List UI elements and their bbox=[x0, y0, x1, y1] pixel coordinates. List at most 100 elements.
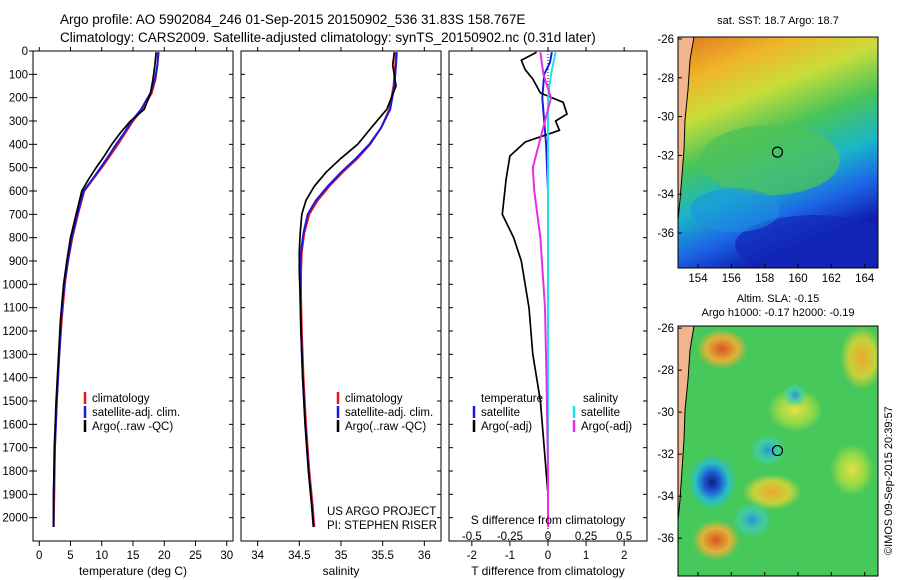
series-line-t-argo-adj- bbox=[501, 51, 569, 527]
map-y-tick-label: -30 bbox=[657, 112, 674, 124]
y-tick-label: 1100 bbox=[3, 303, 28, 315]
copyright-stamp: ©IMOS 09-Sep-2015 20:39:57 bbox=[883, 406, 895, 555]
x-tick-label: -1 bbox=[505, 550, 515, 562]
x-tick-label: 35 bbox=[335, 550, 348, 562]
x-tick-label: 36 bbox=[418, 550, 431, 562]
y-tick-label: 1300 bbox=[2, 349, 28, 361]
series-line-argo-raw-qc- bbox=[298, 52, 397, 528]
y-tick-label: 500 bbox=[9, 163, 28, 175]
float-position-marker bbox=[771, 146, 784, 158]
difference-panel: -2 -1 0 1 2 -0.5 -0.25 0 0.25 0.5 T difference fr… bbox=[448, 47, 648, 578]
map-x-tick-label: 158 bbox=[755, 273, 774, 285]
map-y-tick-label: -36 bbox=[657, 228, 674, 240]
legend-title-temperature: temperature bbox=[481, 393, 543, 405]
legend-label-s-satellite: satellite bbox=[581, 407, 620, 419]
map-x-tick-label: 164 bbox=[855, 273, 875, 285]
sla-low-blob bbox=[750, 434, 786, 466]
sla-map-subtitle: Argo h1000: -0.17 h2000: -0.19 bbox=[702, 307, 855, 319]
y-tick-label: 1600 bbox=[2, 419, 28, 431]
sst-land-coast bbox=[678, 37, 695, 221]
s-x-tick-label: -0.5 bbox=[462, 531, 482, 543]
difference-series bbox=[501, 51, 569, 527]
x-tick-label: 10 bbox=[95, 550, 108, 562]
salinity-axis-label: salinity bbox=[323, 564, 360, 578]
x-tick-label: 15 bbox=[127, 550, 140, 562]
map-y-tick-label: -30 bbox=[657, 407, 674, 419]
temperature-panel: 0100200300400500600700800900100011001200… bbox=[2, 46, 234, 578]
x-tick-label: 5 bbox=[67, 550, 73, 562]
x-tick-label: 30 bbox=[220, 550, 233, 562]
s-x-tick-label: 0.5 bbox=[616, 531, 632, 543]
legend-title-salinity: salinity bbox=[583, 393, 618, 405]
y-tick-label: 900 bbox=[9, 256, 28, 268]
sla-low-blob bbox=[783, 383, 807, 407]
pi-annotation: PI: STEPHEN RISER bbox=[327, 520, 437, 532]
legend-label-satellite: satellite-adj. clim. bbox=[345, 407, 433, 419]
map-y-tick-label: -34 bbox=[657, 189, 674, 201]
legend-label-climatology: climatology bbox=[92, 393, 150, 405]
sla-high-blob bbox=[696, 329, 748, 369]
sla-map-title: Altim. SLA: -0.15 bbox=[737, 293, 820, 305]
sst-map-title: sat. SST: 18.7 Argo: 18.7 bbox=[717, 15, 839, 27]
y-tick-label: 0 bbox=[22, 46, 28, 58]
temperature-series bbox=[52, 52, 160, 528]
y-tick-label: 300 bbox=[9, 116, 28, 128]
y-tick-label: 1800 bbox=[2, 466, 28, 478]
sla-high-blob bbox=[767, 388, 823, 432]
temperature-axis: 0 5 10 15 20 25 30 bbox=[33, 47, 233, 562]
map-y-tick-label: -28 bbox=[657, 73, 674, 85]
sst-map-panel: sat. SST: 18.7 Argo: 18.7 154 156 158 160 16… bbox=[657, 15, 879, 285]
x-tick-label: 35.5 bbox=[371, 550, 393, 562]
x-tick-label: 2 bbox=[621, 550, 627, 562]
salinity-axis: 34 34.5 35 35.5 36 bbox=[241, 47, 441, 562]
sla-field bbox=[678, 326, 878, 576]
y-tick-label: 400 bbox=[9, 139, 28, 151]
y-tick-label: 200 bbox=[9, 93, 28, 105]
temperature-axis-label: temperature (deg C) bbox=[79, 564, 187, 578]
sla-map-panel: Altim. SLA: -0.15 Argo h1000: -0.17 h200… bbox=[657, 293, 879, 577]
figure-title-line2: Climatology: CARS2009. Satellite-adjuste… bbox=[60, 30, 596, 45]
legend-label-satellite: satellite-adj. clim. bbox=[92, 407, 180, 419]
legend-label-argo: Argo(..raw -QC) bbox=[345, 421, 426, 433]
map-x-tick-label: 162 bbox=[822, 273, 841, 285]
y-tick-label: 1200 bbox=[2, 326, 28, 338]
x-tick-label: 0 bbox=[545, 550, 551, 562]
series-line-s-argo-adj- bbox=[531, 52, 553, 527]
salinity-plot-frame bbox=[240, 50, 442, 542]
x-tick-label: -2 bbox=[467, 550, 477, 562]
x-tick-label: 34.5 bbox=[288, 550, 310, 562]
s-x-tick-label: 0.25 bbox=[575, 531, 597, 543]
map-y-tick-label: -34 bbox=[657, 491, 674, 503]
y-tick-label: 800 bbox=[9, 233, 28, 245]
salinity-legend: climatology satellite-adj. clim. Argo(..… bbox=[336, 392, 433, 433]
y-tick-label: 100 bbox=[9, 69, 28, 81]
s-x-tick-label: -0.25 bbox=[497, 531, 523, 543]
map-y-tick-label: -28 bbox=[657, 365, 674, 377]
legend-label-climatology: climatology bbox=[345, 393, 403, 405]
t-difference-axis-label: T difference from climatology bbox=[471, 564, 625, 578]
sla-map-frame bbox=[677, 325, 879, 577]
sla-land-coast bbox=[678, 326, 695, 521]
y-tick-label: 700 bbox=[9, 209, 28, 221]
sst-field bbox=[678, 37, 878, 268]
sla-high-blob bbox=[830, 444, 874, 496]
s-difference-axis-label: S difference from climatology bbox=[471, 513, 626, 527]
figure-title-line1: Argo profile: AO 5902084_246 01-Sep-2015… bbox=[60, 12, 525, 27]
float-position-marker bbox=[771, 444, 784, 457]
difference-legend: temperature salinity satellite Argo(-adj… bbox=[472, 393, 632, 433]
sst-map-axes: 154 156 158 160 162 164 -26 -28 -30 -32 -34 -36 bbox=[657, 34, 874, 285]
sla-high-blob bbox=[692, 520, 740, 560]
x-tick-label: 1 bbox=[583, 550, 589, 562]
map-x-tick-label: 156 bbox=[722, 273, 741, 285]
map-y-tick-label: -26 bbox=[657, 34, 674, 46]
y-tick-label: 1000 bbox=[2, 279, 28, 291]
x-tick-label: 20 bbox=[158, 550, 171, 562]
sst-cold-patch bbox=[735, 215, 878, 268]
sst-map-frame bbox=[677, 36, 879, 269]
map-y-tick-label: -32 bbox=[657, 150, 674, 162]
x-tick-label: 34 bbox=[251, 550, 264, 562]
sla-high-blob bbox=[742, 474, 802, 510]
s-x-tick-label: 0 bbox=[545, 531, 551, 543]
